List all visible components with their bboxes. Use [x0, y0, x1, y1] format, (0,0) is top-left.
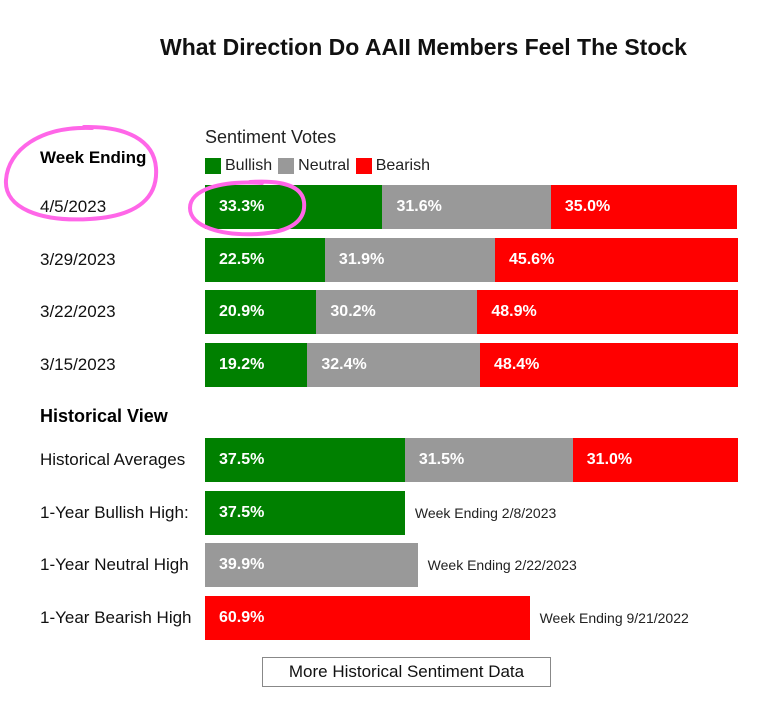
- bearish-segment: 45.6%: [494, 238, 738, 282]
- week-label: 3/15/2023: [40, 355, 116, 374]
- legend-bearish-swatch: [355, 158, 372, 174]
- high-bar: 60.9% Week Ending 9/21/2022: [205, 596, 738, 640]
- legend-neutral: Neutral: [278, 157, 350, 175]
- bearish-segment: 48.9%: [477, 290, 738, 334]
- legend-bearish-label: Bearish: [375, 157, 430, 174]
- neutral-segment: 30.2%: [316, 290, 478, 334]
- bullish-segment: 19.2%: [205, 343, 308, 387]
- legend-neutral-swatch: [278, 158, 295, 174]
- bearish-high-row: 1-Year Bearish High 60.9% Week Ending 9/…: [0, 596, 768, 640]
- neutral-high-label: 1-Year Neutral High: [40, 555, 189, 574]
- bullish-high-segment: 37.5%: [205, 491, 405, 535]
- bearish-segment: 31.0%: [572, 438, 738, 482]
- bearish-high-label: 1-Year Bearish High: [40, 608, 192, 627]
- neutral-segment: 32.4%: [307, 343, 481, 387]
- bullish-segment: 20.9%: [205, 290, 317, 334]
- week-label: 3/22/2023: [40, 302, 116, 321]
- bullish-high-note: Week Ending 2/8/2023: [414, 505, 557, 521]
- bullish-segment: 22.5%: [205, 238, 325, 282]
- bearish-high-note: Week Ending 9/21/2022: [539, 610, 689, 626]
- bullish-segment: 33.3%: [205, 185, 383, 229]
- legend: Bullish Neutral Bearish: [205, 157, 436, 175]
- weekly-row: 3/29/2023 22.5% 31.9% 45.6%: [0, 238, 768, 282]
- neutral-segment: 31.5%: [404, 438, 573, 482]
- weekly-row: 3/22/2023 20.9% 30.2% 48.9%: [0, 290, 768, 334]
- historical-view-header: Historical View: [40, 406, 168, 426]
- legend-bullish-swatch: [205, 158, 221, 174]
- high-bar: 39.9% Week Ending 2/22/2023: [205, 543, 738, 587]
- week-label: 4/5/2023: [40, 197, 107, 216]
- bullish-high-row: 1-Year Bullish High: 37.5% Week Ending 2…: [0, 491, 768, 535]
- legend-bullish-label: Bullish: [225, 157, 273, 174]
- neutral-high-row: 1-Year Neutral High 39.9% Week Ending 2/…: [0, 543, 768, 587]
- week-ending-header: Week Ending: [40, 148, 147, 167]
- sentiment-bar: 22.5% 31.9% 45.6%: [205, 238, 738, 282]
- week-label: 3/29/2023: [40, 250, 116, 269]
- sentiment-votes-title: Sentiment Votes: [205, 127, 337, 147]
- bearish-segment: 48.4%: [480, 343, 738, 387]
- sentiment-bar: 20.9% 30.2% 48.9%: [205, 290, 738, 334]
- bullish-high-label: 1-Year Bullish High:: [40, 503, 189, 522]
- sentiment-bar: 37.5% 31.5% 31.0%: [205, 438, 738, 482]
- sentiment-bar: 19.2% 32.4% 48.4%: [205, 343, 738, 387]
- legend-bullish: Bullish: [205, 157, 272, 175]
- neutral-segment: 31.9%: [324, 238, 495, 282]
- bearish-segment: 35.0%: [550, 185, 738, 229]
- legend-bearish: Bearish: [355, 157, 430, 175]
- historical-averages-row: Historical Averages 37.5% 31.5% 31.0%: [0, 438, 768, 482]
- bullish-segment: 37.5%: [205, 438, 405, 482]
- bearish-high-segment: 60.9%: [205, 596, 530, 640]
- more-historical-data-button[interactable]: More Historical Sentiment Data: [262, 657, 551, 687]
- page-title: What Direction Do AAII Members Feel The …: [160, 34, 687, 60]
- neutral-high-segment: 39.9%: [205, 543, 418, 587]
- neutral-segment: 31.6%: [382, 185, 551, 229]
- neutral-high-note: Week Ending 2/22/2023: [427, 557, 577, 573]
- legend-neutral-label: Neutral: [298, 157, 350, 174]
- high-bar: 37.5% Week Ending 2/8/2023: [205, 491, 738, 535]
- sentiment-bar: 33.3% 31.6% 35.0%: [205, 185, 738, 229]
- weekly-row: 4/5/2023 33.3% 31.6% 35.0%: [0, 185, 768, 229]
- weekly-row: 3/15/2023 19.2% 32.4% 48.4%: [0, 343, 768, 387]
- historical-averages-label: Historical Averages: [40, 450, 186, 469]
